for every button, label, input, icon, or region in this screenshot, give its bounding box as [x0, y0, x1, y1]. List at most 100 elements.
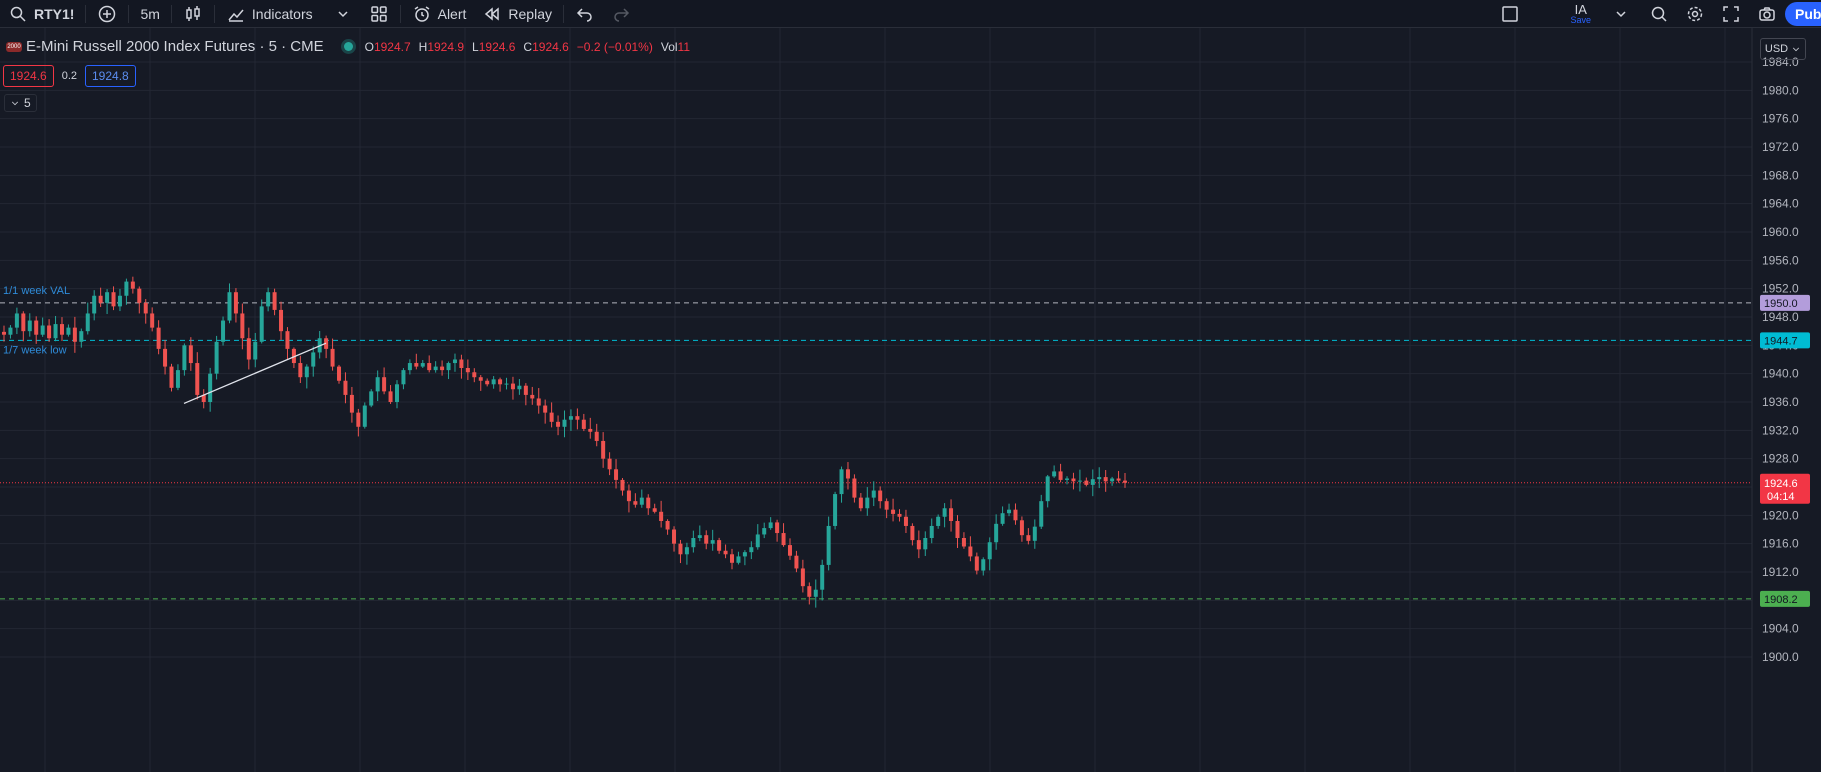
candle-body	[878, 490, 883, 502]
candle-body	[47, 325, 52, 339]
candle-body	[523, 385, 528, 395]
candle-body	[730, 554, 735, 563]
symbol-title[interactable]: E-Mini Russell 2000 Index Futures · 5 · …	[26, 38, 324, 55]
candle-body	[394, 384, 399, 402]
interval-button[interactable]: 5m	[132, 0, 167, 28]
candle-body	[1045, 476, 1050, 502]
candle-body	[607, 458, 612, 470]
symbol-label: RTY1!	[34, 5, 75, 22]
candle-body	[182, 345, 187, 371]
top-toolbar: RTY1! 5m Indicators Alert	[0, 0, 1821, 28]
candle-body	[137, 288, 142, 303]
candle-body	[27, 320, 32, 332]
alert-button[interactable]: Alert	[404, 0, 475, 28]
layouts-button[interactable]	[361, 0, 397, 28]
candle-body	[581, 419, 586, 429]
indicators-button[interactable]: Indicators	[218, 0, 361, 28]
candle-body	[208, 373, 213, 402]
candle-body	[433, 366, 438, 371]
candle-body	[678, 543, 683, 555]
candle-body	[111, 292, 116, 307]
toolbar-right: IA Save Pub	[1500, 0, 1821, 28]
candle-body	[768, 522, 773, 529]
candle-body	[156, 327, 161, 349]
undo-button[interactable]	[567, 0, 603, 28]
candle-body	[549, 412, 554, 422]
symbol-logo: 2000	[6, 41, 22, 52]
candle-body	[665, 521, 670, 530]
candle-body	[1039, 501, 1044, 527]
price-chart[interactable]: 1/1 week VAL 1/7 week low 1984.0 1980.0 197…	[0, 28, 1821, 772]
candle-body	[614, 469, 619, 480]
plus-circle-icon	[97, 4, 117, 24]
currency-selector[interactable]: USD	[1760, 38, 1806, 60]
candle-body	[974, 556, 979, 571]
level-badge-label: 1908.2	[1764, 594, 1798, 606]
alert-label: Alert	[437, 5, 467, 22]
redo-icon	[611, 4, 631, 24]
candle-body	[1123, 480, 1127, 483]
candle-body	[1065, 478, 1070, 480]
save-layout-button[interactable]: IA Save	[1570, 3, 1591, 25]
symbol-search-button[interactable]: RTY1!	[0, 0, 82, 28]
camera-icon[interactable]	[1757, 4, 1777, 24]
gear-icon[interactable]	[1685, 4, 1705, 24]
candle-body	[233, 292, 238, 314]
price-tick-label: 1912.0	[1762, 565, 1799, 579]
chart-type-button[interactable]	[175, 0, 211, 28]
candle-body	[672, 529, 677, 544]
spread-value: 0.2	[61, 70, 77, 82]
candles	[2, 276, 1127, 608]
candle-body	[1007, 509, 1012, 514]
buy-button[interactable]: 1924.8	[85, 65, 136, 87]
indicator-count: 5	[24, 96, 31, 110]
indicators-collapse-button[interactable]: 5	[4, 94, 37, 112]
candle-body	[987, 542, 992, 560]
indicators-icon	[226, 4, 246, 24]
chevron-down-icon[interactable]	[333, 4, 353, 24]
compare-symbol-button[interactable]	[89, 0, 125, 28]
candle-body	[871, 490, 876, 498]
publish-button[interactable]: Pub	[1785, 2, 1821, 26]
candle-body	[362, 405, 367, 427]
market-status-icon[interactable]	[343, 42, 353, 51]
candle-body	[807, 586, 812, 597]
candle-body	[652, 508, 657, 512]
candle-body	[485, 380, 490, 385]
candle-body	[98, 295, 103, 303]
candle-body	[1110, 478, 1115, 482]
candle-body	[349, 394, 354, 413]
redo-button[interactable]	[603, 0, 639, 28]
candle-body	[601, 440, 606, 459]
horizontal-lines: 1/1 week VAL 1/7 week low	[0, 285, 1752, 600]
divider	[85, 4, 87, 23]
candle-body	[594, 431, 599, 441]
candle-body	[14, 313, 19, 328]
trendline-drawing	[183, 342, 327, 405]
quick-search-icon[interactable]	[1649, 4, 1669, 24]
price-tick-label: 1900.0	[1762, 650, 1799, 664]
grid-layout-icon	[369, 4, 389, 24]
level-label: 1/7 week low	[3, 344, 67, 356]
candle-body	[1000, 513, 1005, 524]
candle-body	[407, 363, 412, 371]
fullscreen-icon[interactable]	[1721, 4, 1741, 24]
square-icon[interactable]	[1500, 4, 1520, 24]
price-tick-label: 1964.0	[1762, 197, 1799, 211]
candle-body	[1097, 477, 1102, 480]
price-tick-label: 1904.0	[1762, 622, 1799, 636]
candle-body	[382, 377, 387, 392]
candle-body	[852, 478, 857, 498]
divider	[399, 4, 401, 23]
rewind-icon	[482, 4, 502, 24]
sell-button[interactable]: 1924.6	[3, 65, 54, 87]
trendline	[183, 342, 327, 405]
candle-body	[169, 366, 174, 388]
divider	[563, 4, 564, 23]
candle-body	[543, 405, 548, 413]
countdown-label: 04:14	[1767, 491, 1795, 503]
chevron-down-icon[interactable]	[1611, 4, 1631, 24]
candle-body	[1116, 478, 1121, 481]
chart-legend: 2000 E-Mini Russell 2000 Index Futures ·…	[6, 38, 690, 55]
replay-button[interactable]: Replay	[474, 0, 560, 28]
